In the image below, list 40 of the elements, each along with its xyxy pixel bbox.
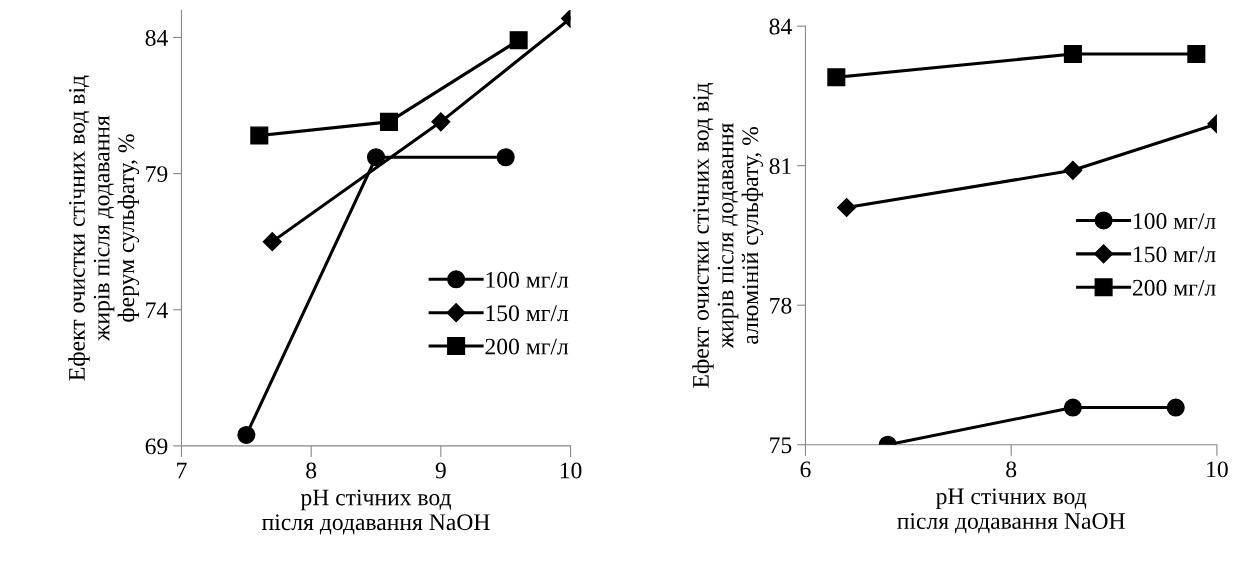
y-axis-title: Ефект очистки стічних вод від жирів після додавання алюміній сульфату, %	[692, 82, 764, 388]
point	[1063, 45, 1082, 64]
legend-label: 200 мг/л	[485, 338, 569, 355]
point	[366, 148, 386, 167]
x-tick-label: 9	[435, 462, 446, 479]
point	[431, 112, 451, 132]
legend-label: 200 мг/л	[1132, 279, 1216, 296]
x-tick-label: 10	[1207, 461, 1228, 478]
point	[1063, 160, 1083, 180]
x-tick-label: 7	[177, 462, 187, 479]
point	[1063, 398, 1082, 417]
y-tick-label: 79	[146, 166, 168, 183]
y-tick-label: 78	[770, 297, 792, 314]
legend-label: 150 мг/л	[486, 305, 569, 322]
y-tick-label: 84	[145, 29, 168, 46]
y-tick-label: 75	[770, 437, 792, 454]
y-axis-title: Ефект очистки стічних вод від жирів після додавання ферум сульфату, %	[68, 75, 140, 381]
x-tick-label: 6	[800, 461, 811, 478]
legend-label: 150 мг/л	[1134, 246, 1216, 263]
x-axis-title: pH стічних вод після додавання NaOH	[262, 489, 490, 535]
y-tick-label: 69	[145, 438, 168, 455]
point	[1166, 398, 1185, 417]
legend-label: 100 мг/л	[1134, 213, 1216, 229]
y-tick-label: 81	[769, 158, 791, 175]
legend-label: 100 мг/л	[486, 271, 569, 288]
point	[379, 112, 399, 131]
point	[237, 425, 256, 445]
point	[509, 31, 528, 50]
x-tick-label: 10	[560, 462, 582, 479]
x-tick-label: 8	[306, 462, 317, 479]
point	[262, 232, 282, 252]
y-tick-label: 84	[769, 18, 792, 35]
x-axis-title: pH стічних вод після додавання NaOH	[897, 488, 1125, 534]
y-tick-label: 74	[146, 302, 168, 318]
point	[250, 126, 269, 145]
point	[496, 148, 515, 167]
x-tick-label: 8	[1006, 461, 1017, 478]
point	[827, 68, 846, 87]
point	[1187, 45, 1206, 64]
point	[837, 197, 857, 218]
